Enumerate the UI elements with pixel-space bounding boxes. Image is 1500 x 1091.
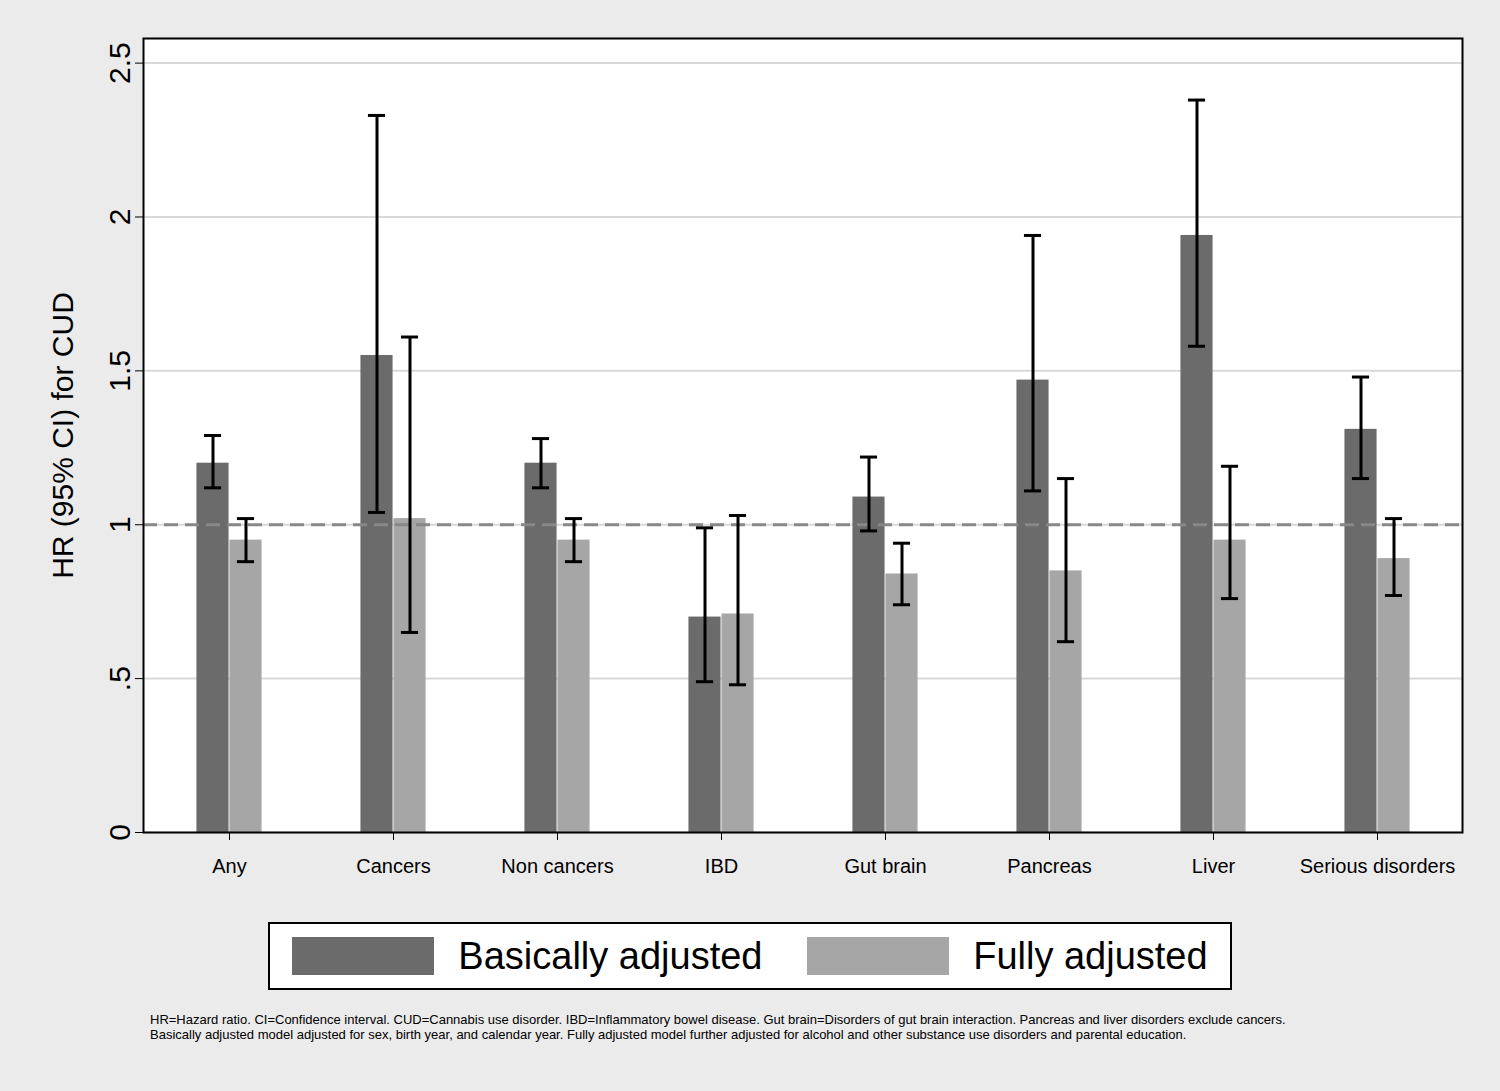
- svg-text:HR (95% CI) for CUD: HR (95% CI) for CUD: [46, 292, 79, 579]
- svg-text:Serious disorders: Serious disorders: [1300, 855, 1456, 877]
- svg-text:Liver: Liver: [1192, 855, 1236, 877]
- svg-text:1: 1: [103, 516, 136, 533]
- svg-text:2: 2: [103, 209, 136, 226]
- svg-text:Pancreas: Pancreas: [1007, 855, 1092, 877]
- svg-text:2.5: 2.5: [103, 42, 136, 84]
- html-text:Basically adjusted: Basically adjusted: [458, 934, 763, 977]
- html-text:Basically adjusted model adjus: Basically adjusted model adjusted for se…: [150, 1027, 1187, 1042]
- html-text:Fully adjusted: Fully adjusted: [973, 934, 1208, 977]
- svg-text:.5: .5: [103, 666, 136, 691]
- svg-text:Gut brain: Gut brain: [844, 855, 926, 877]
- html-text:HR=Hazard ratio. CI=Confidence: HR=Hazard ratio. CI=Confidence interval.…: [150, 1012, 1286, 1027]
- svg-text:1.5: 1.5: [103, 350, 136, 392]
- svg-text:Any: Any: [212, 855, 246, 877]
- svg-text:IBD: IBD: [705, 855, 738, 877]
- svg-text:Cancers: Cancers: [356, 855, 430, 877]
- svg-text:0: 0: [103, 824, 136, 841]
- svg-text:Non cancers: Non cancers: [501, 855, 613, 877]
